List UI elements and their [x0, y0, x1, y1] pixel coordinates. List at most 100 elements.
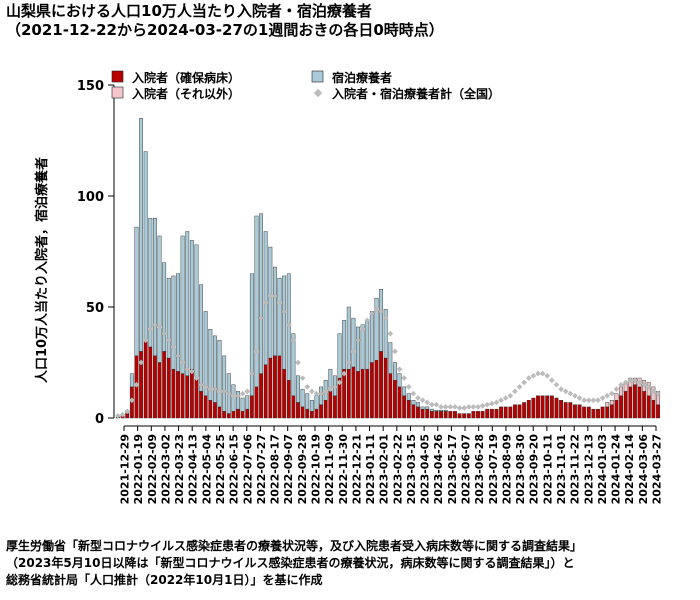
chart-title: 山梨県における人口10万人当たり入院者・宿泊療養者 （2021-12-22から2…: [6, 2, 444, 40]
bar-hosp-severe: [545, 395, 550, 419]
x-tick-label: 2022-03-02: [159, 434, 172, 504]
bar-hosp-severe: [319, 404, 324, 419]
bar-hosp-severe: [365, 368, 370, 419]
bar-hosp-severe: [379, 351, 384, 419]
national-total-point: [636, 379, 643, 386]
x-tick-label: 2024-03-06: [637, 434, 650, 505]
bar-hosp-severe: [656, 404, 660, 419]
bar-hosp-severe: [531, 397, 536, 419]
bar-hosp-severe: [554, 397, 559, 419]
national-total-point: [313, 390, 320, 397]
national-total-point: [341, 370, 347, 377]
bar-lodging: [420, 406, 425, 410]
national-total-point: [175, 353, 181, 359]
national-total-point: [502, 395, 509, 401]
national-total-point: [452, 404, 458, 410]
bar-hosp-other: [619, 386, 624, 397]
national-total-point: [484, 401, 491, 408]
national-total-point: [355, 337, 361, 344]
national-total-point: [184, 366, 191, 372]
national-total-point: [161, 330, 167, 337]
bar-hosp-severe: [425, 408, 430, 419]
bar-lodging: [176, 273, 180, 372]
bar-hosp-severe: [609, 404, 614, 419]
bar-lodging: [402, 386, 407, 397]
bar-lodging: [245, 395, 250, 410]
bar-lodging: [134, 226, 139, 357]
national-total-point: [258, 315, 264, 321]
x-tick-label: 2024-01-03: [596, 434, 609, 504]
bar-hosp-severe: [189, 368, 194, 419]
national-total-point: [479, 402, 486, 409]
national-total-point: [498, 397, 504, 404]
bar-lodging: [240, 397, 245, 412]
bar-lodging: [282, 275, 287, 370]
x-tick-label: 2022-06-15: [228, 434, 241, 504]
x-tick-label: 2022-03-23: [173, 434, 186, 504]
bar-lodging: [189, 240, 194, 370]
national-total-point: [535, 370, 541, 377]
bar-lodging: [351, 317, 356, 368]
bar-lodging: [346, 306, 351, 370]
national-total-point: [415, 395, 421, 401]
bar-lodging: [254, 215, 259, 388]
bar-hosp-severe: [259, 373, 264, 419]
bar-hosp-severe: [485, 408, 490, 419]
bar-hosp-severe: [619, 395, 624, 419]
national-total-point: [369, 310, 375, 317]
source-line-1: 厚生労働省「新型コロナウイルス感染症患者の療養状況等，及び入院患者受入病床数等に…: [6, 539, 583, 553]
national-total-point: [599, 395, 606, 401]
national-total-point: [318, 390, 324, 397]
title-line-2: （2021-12-22から2024-03-27の1週間おきの各日0時時点）: [6, 21, 444, 39]
bar-lodging: [374, 297, 379, 361]
bar-lodging: [249, 273, 254, 397]
bar-hosp-severe: [194, 377, 199, 419]
national-total-point: [456, 405, 463, 411]
bar-lodging: [199, 284, 204, 392]
bar-hosp-severe: [369, 362, 374, 419]
bar-lodging: [443, 410, 448, 412]
national-total-point: [244, 388, 251, 395]
x-tick-label: 2022-11-30: [337, 434, 350, 505]
bar-lodging: [268, 246, 273, 359]
bar-hosp-severe: [642, 391, 647, 419]
national-total-point: [461, 405, 467, 411]
bar-hosp-severe: [596, 408, 600, 419]
national-total-point: [609, 390, 615, 397]
bar-hosp-severe: [392, 380, 397, 419]
bar-hosp-severe: [448, 411, 453, 419]
bar-hosp-severe: [462, 413, 467, 419]
x-tick-label: 2023-06-07: [460, 434, 473, 504]
source-note: 厚生労働省「新型コロナウイルス感染症患者の療養状況等，及び入院患者受入病床数等に…: [6, 538, 582, 589]
x-tick-label: 2022-09-28: [296, 434, 309, 504]
national-total-point: [489, 400, 495, 407]
bar-lodging: [434, 410, 439, 412]
bar-lodging: [397, 373, 402, 388]
bar-lodging: [439, 410, 444, 412]
national-total-point: [392, 348, 398, 355]
bar-lodging: [425, 406, 430, 410]
x-tick-label: 2023-07-19: [487, 434, 500, 504]
national-total-point: [613, 386, 620, 392]
bar-lodging: [309, 400, 314, 412]
y-tick-label: 0: [95, 412, 104, 427]
national-total-point: [429, 401, 435, 408]
x-tick-label: 2023-10-11: [541, 434, 554, 504]
national-total-point: [253, 348, 260, 355]
bar-hosp-severe: [328, 391, 333, 419]
bar-hosp-severe: [226, 413, 231, 419]
bar-lodging: [166, 277, 171, 359]
national-total-point: [267, 293, 274, 299]
national-total-point: [410, 390, 417, 397]
bar-lodging: [416, 402, 420, 408]
national-total-point: [212, 386, 218, 392]
bar-hosp-severe: [559, 400, 564, 419]
bar-hosp-severe: [563, 402, 568, 419]
bar-hosp-severe: [157, 362, 162, 419]
bar-hosp-severe: [522, 402, 527, 419]
x-tick-label: 2022-12-21: [350, 434, 363, 504]
national-total-point: [189, 368, 195, 375]
bar-lodging: [157, 235, 162, 363]
bar-hosp-severe: [540, 395, 545, 419]
